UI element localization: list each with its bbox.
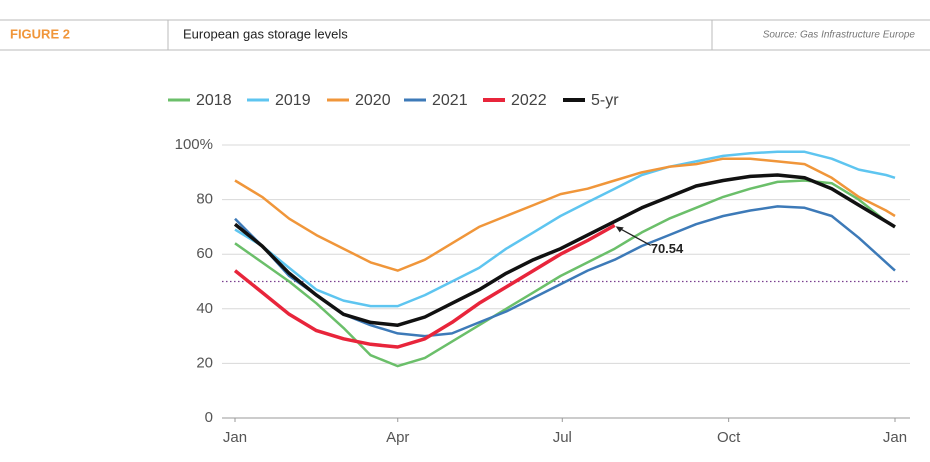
annotation-arrow [617, 226, 652, 246]
series-line [234, 205, 896, 338]
y-tick-label: 80 [196, 191, 213, 208]
y-tick-label: 100% [175, 136, 213, 153]
legend-label: 2022 [511, 92, 547, 109]
legend-label: 2018 [196, 92, 232, 109]
x-tick-label: Jan [223, 429, 247, 446]
series-line [234, 179, 896, 368]
y-tick-label: 20 [196, 354, 213, 371]
y-tick-label: 60 [196, 245, 213, 262]
figure-label: FIGURE 2 [10, 26, 70, 41]
series-line [234, 150, 896, 308]
legend-label: 2019 [275, 92, 311, 109]
source: Source: Gas Infrastructure Europe [763, 30, 916, 41]
x-tick-label: Oct [717, 429, 741, 446]
annotation-arrowhead [615, 226, 624, 233]
series-line [234, 157, 896, 272]
chart-title: European gas storage levels [183, 26, 348, 41]
x-tick-label: Apr [386, 429, 409, 446]
legend-label: 2020 [355, 92, 391, 109]
x-tick-label: Jan [883, 429, 907, 446]
series-line [233, 173, 896, 327]
y-tick-label: 40 [196, 300, 213, 317]
annotation: 70.54 [651, 241, 684, 256]
x-tick-label: Jul [553, 429, 572, 446]
legend-label: 5-yr [591, 92, 619, 109]
series-line [233, 223, 616, 349]
legend-label: 2021 [432, 92, 468, 109]
y-tick-label: 0 [205, 409, 213, 426]
